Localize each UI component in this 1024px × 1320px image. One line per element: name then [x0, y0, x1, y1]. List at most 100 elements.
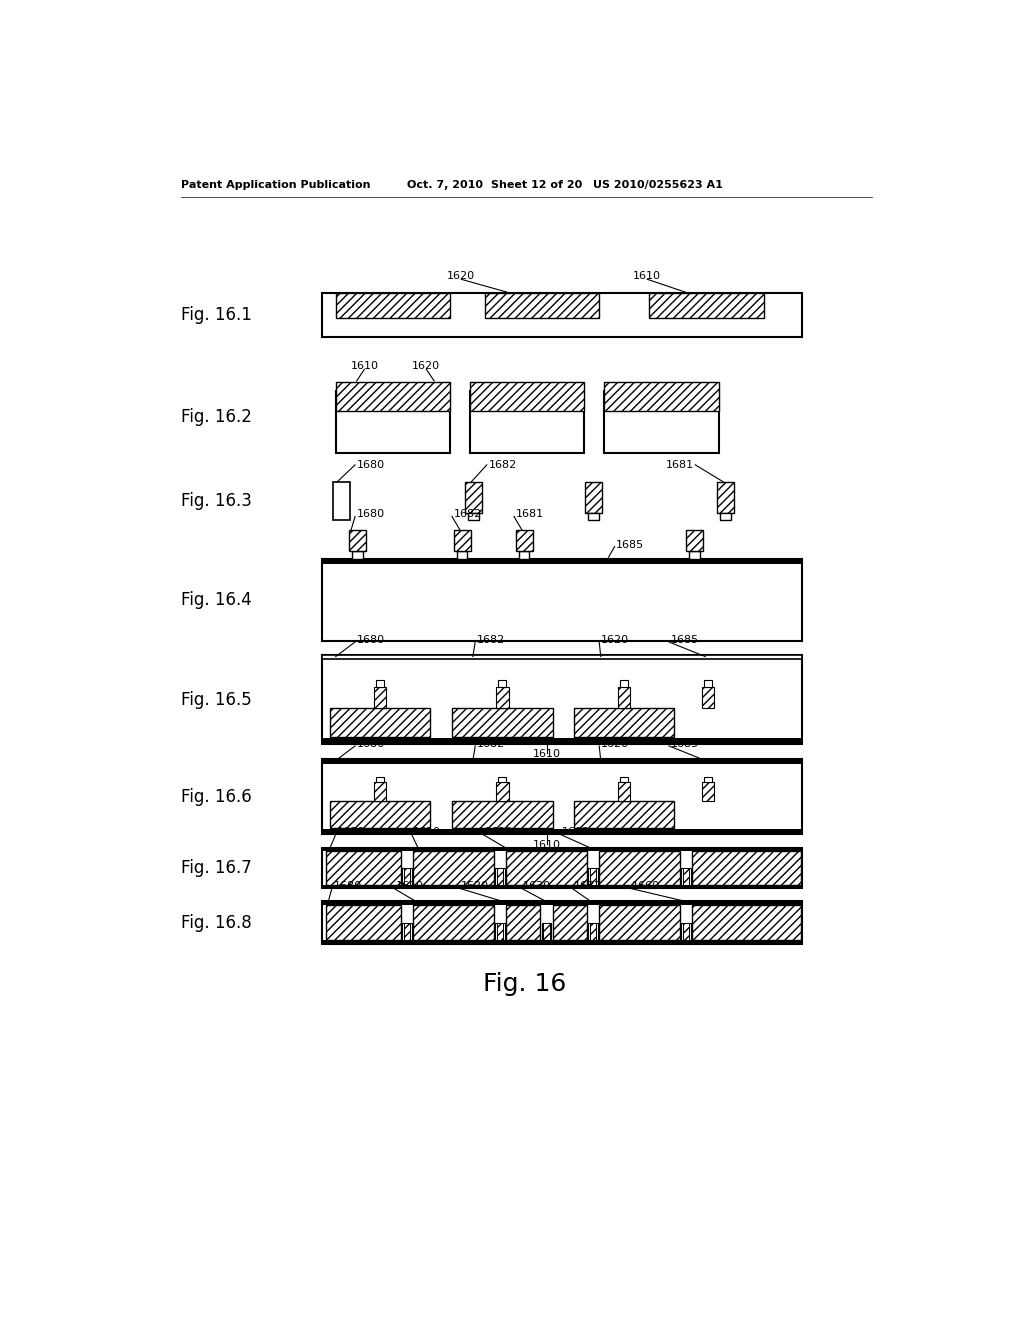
- Text: 1681: 1681: [515, 510, 544, 519]
- Text: 1680: 1680: [337, 828, 366, 837]
- Bar: [322, 902, 802, 906]
- Bar: [553, 906, 587, 940]
- Bar: [336, 293, 451, 318]
- Text: 1682: 1682: [454, 510, 481, 519]
- Bar: [352, 552, 362, 558]
- Bar: [374, 686, 386, 708]
- Bar: [496, 686, 509, 708]
- Bar: [349, 529, 366, 552]
- Bar: [322, 738, 802, 743]
- Bar: [621, 681, 628, 686]
- Bar: [452, 708, 553, 738]
- Bar: [683, 869, 689, 884]
- Bar: [496, 869, 505, 884]
- Text: US 2010/0255623 A1: US 2010/0255623 A1: [593, 181, 723, 190]
- Bar: [334, 482, 350, 520]
- Text: 1610: 1610: [350, 362, 379, 371]
- Bar: [590, 923, 596, 940]
- Text: Oct. 7, 2010: Oct. 7, 2010: [407, 181, 483, 190]
- Bar: [468, 512, 479, 520]
- Bar: [322, 558, 802, 642]
- Bar: [452, 801, 553, 829]
- Bar: [720, 512, 731, 520]
- Text: Fig. 16.6: Fig. 16.6: [180, 788, 252, 805]
- Bar: [506, 851, 587, 884]
- Text: Fig. 16.1: Fig. 16.1: [180, 306, 252, 325]
- Text: 1682: 1682: [562, 828, 590, 837]
- Bar: [403, 869, 410, 884]
- Bar: [589, 869, 598, 884]
- Text: Fig. 16.7: Fig. 16.7: [180, 859, 252, 878]
- Bar: [589, 923, 598, 940]
- Text: 1685: 1685: [671, 739, 698, 748]
- Bar: [703, 681, 712, 686]
- Text: 1610: 1610: [414, 828, 441, 837]
- Bar: [322, 558, 802, 564]
- Text: 1681: 1681: [666, 459, 693, 470]
- Bar: [717, 482, 734, 512]
- Bar: [374, 781, 386, 801]
- Text: 1682: 1682: [573, 880, 602, 891]
- Bar: [617, 686, 630, 708]
- Text: 1620: 1620: [601, 635, 629, 644]
- Bar: [649, 293, 764, 318]
- Text: Sheet 12 of 20: Sheet 12 of 20: [490, 181, 582, 190]
- Bar: [683, 923, 689, 940]
- Text: 1680: 1680: [334, 880, 361, 891]
- Bar: [322, 759, 802, 834]
- Bar: [499, 776, 506, 781]
- Text: 1682: 1682: [477, 739, 505, 748]
- Bar: [703, 776, 712, 781]
- Text: 1680: 1680: [356, 739, 385, 748]
- Text: 1620: 1620: [484, 828, 513, 837]
- Bar: [457, 552, 467, 558]
- Bar: [336, 391, 451, 453]
- Bar: [692, 906, 801, 940]
- Bar: [701, 686, 714, 708]
- Bar: [689, 552, 700, 558]
- Bar: [497, 923, 503, 940]
- Bar: [470, 381, 585, 411]
- Bar: [499, 681, 506, 686]
- Bar: [470, 391, 585, 453]
- Bar: [376, 681, 384, 686]
- Bar: [506, 906, 541, 940]
- Bar: [465, 482, 482, 512]
- Text: 1630: 1630: [523, 880, 551, 891]
- Text: Fig. 16.4: Fig. 16.4: [180, 591, 252, 610]
- Text: Fig. 16.5: Fig. 16.5: [180, 690, 252, 709]
- Text: 1660: 1660: [632, 880, 659, 891]
- Text: 1620: 1620: [461, 880, 489, 891]
- Bar: [692, 851, 801, 884]
- Bar: [681, 923, 690, 940]
- Bar: [515, 529, 532, 552]
- Text: 1610: 1610: [633, 271, 662, 281]
- Text: 1680: 1680: [356, 459, 385, 470]
- Text: 1680: 1680: [356, 635, 385, 644]
- Bar: [589, 512, 599, 520]
- Bar: [681, 869, 690, 884]
- Bar: [621, 776, 628, 781]
- Bar: [322, 847, 802, 888]
- Bar: [322, 902, 802, 944]
- Bar: [322, 829, 802, 834]
- Bar: [599, 906, 680, 940]
- Bar: [322, 940, 802, 944]
- Bar: [484, 293, 599, 318]
- Bar: [599, 851, 680, 884]
- Bar: [322, 759, 802, 764]
- Text: 1680: 1680: [356, 510, 385, 519]
- Text: 1685: 1685: [671, 635, 698, 644]
- Text: Fig. 16.2: Fig. 16.2: [180, 408, 252, 426]
- Text: 1610: 1610: [395, 880, 423, 891]
- Bar: [402, 923, 412, 940]
- Bar: [701, 781, 714, 801]
- Text: 1610: 1610: [532, 750, 560, 759]
- Bar: [497, 869, 503, 884]
- Bar: [518, 552, 529, 558]
- Bar: [322, 655, 802, 743]
- Bar: [586, 482, 602, 512]
- Text: 1682: 1682: [488, 459, 517, 470]
- Bar: [542, 923, 551, 940]
- Bar: [454, 529, 471, 552]
